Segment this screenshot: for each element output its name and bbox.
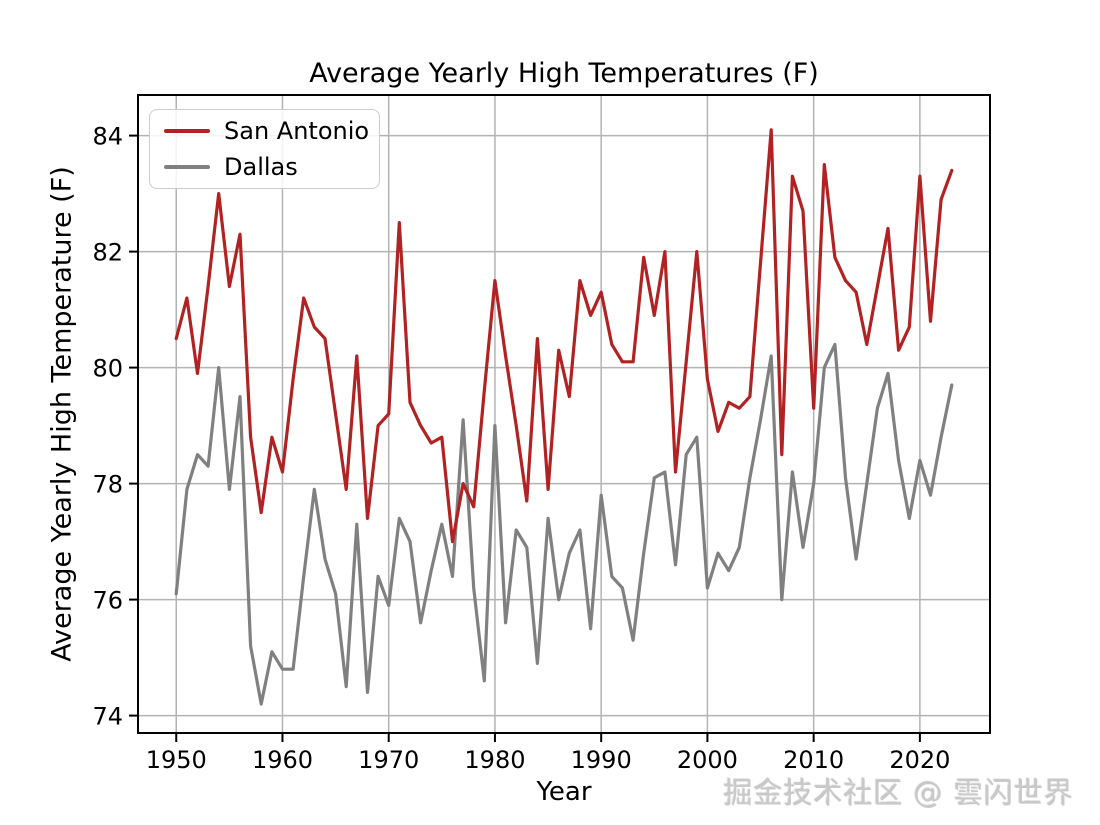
watermark: 掘金技术社区 @ 雲闪世界	[723, 776, 1074, 810]
tick-label-x-1970: 1970	[358, 746, 419, 774]
legend: San Antonio Dallas	[149, 109, 380, 189]
tick-label-y-84: 84	[92, 123, 123, 151]
legend-label-dallas: Dallas	[224, 153, 298, 181]
legend-entry-san-antonio: San Antonio	[150, 116, 379, 145]
tick-label-x-1960: 1960	[252, 746, 313, 774]
tick-label-x-1980: 1980	[464, 746, 525, 774]
series-line-san-antonio	[174, 128, 954, 544]
plot-border	[137, 94, 991, 734]
legend-line-sample-dallas	[164, 165, 210, 170]
chart-title: Average Yearly High Temperatures (F)	[309, 58, 819, 89]
tick-label-y-80: 80	[92, 355, 123, 383]
tick-label-x-1990: 1990	[571, 746, 632, 774]
legend-label-san-antonio: San Antonio	[224, 116, 370, 145]
tick-label-x-1950: 1950	[146, 746, 207, 774]
legend-entry-dallas: Dallas	[150, 154, 379, 180]
x-axis-label: Year	[536, 777, 592, 807]
tick-label-y-78: 78	[92, 471, 123, 499]
tick-label-y-76: 76	[92, 587, 123, 615]
tick-label-x-2010: 2010	[783, 746, 844, 774]
tick-label-y-82: 82	[92, 239, 123, 267]
legend-line-sample-san-antonio	[164, 128, 210, 133]
series-line-dallas	[174, 342, 954, 706]
tick-label-x-2000: 2000	[677, 746, 738, 774]
tick-label-x-2020: 2020	[889, 746, 950, 774]
tick-label-y-74: 74	[92, 703, 123, 731]
